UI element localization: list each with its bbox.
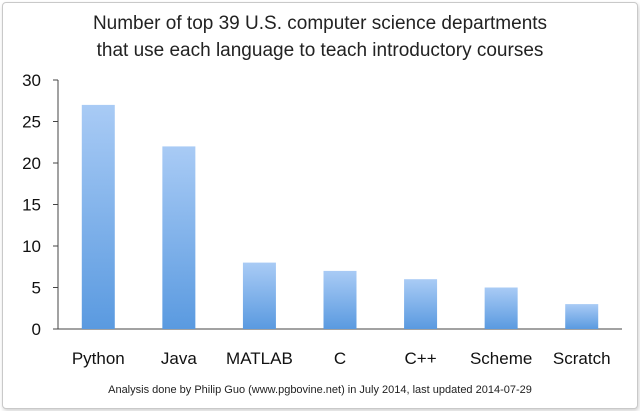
chart-title-line-2: that use each language to teach introduc… bbox=[96, 40, 544, 61]
bar-c bbox=[323, 270, 357, 329]
footnote: Analysis done by Philip Guo (www.pgbovin… bbox=[108, 384, 532, 396]
bar-c bbox=[404, 279, 438, 329]
y-tick-label: 15 bbox=[22, 196, 41, 215]
bar-matlab bbox=[242, 262, 276, 329]
x-category-label: Java bbox=[161, 349, 197, 368]
x-category-label: C++ bbox=[405, 349, 437, 368]
y-tick-label: 10 bbox=[22, 237, 41, 256]
x-category-label: Python bbox=[72, 349, 125, 368]
x-category-label: Scheme bbox=[470, 349, 532, 368]
axes: 0 5 10 15 20 25 30 bbox=[22, 71, 622, 339]
y-tick-label: 30 bbox=[22, 71, 41, 90]
y-tick-label: 5 bbox=[32, 279, 41, 298]
bar-python bbox=[81, 104, 115, 330]
y-tick-label: 0 bbox=[32, 320, 41, 339]
bar-java bbox=[162, 146, 196, 329]
category-labels: Python Java MATLAB C C++ Scheme Scratch bbox=[72, 349, 611, 368]
x-category-label: C bbox=[334, 349, 346, 368]
y-tick-label: 25 bbox=[22, 113, 41, 132]
chart-title-line-1: Number of top 39 U.S. computer science d… bbox=[92, 13, 548, 34]
bar-scheme bbox=[484, 287, 518, 329]
x-category-label: MATLAB bbox=[226, 349, 293, 368]
y-tick-label: 20 bbox=[22, 154, 41, 173]
chart-title: Number of top 39 U.S. computer science d… bbox=[0, 10, 640, 64]
bar-scratch bbox=[565, 304, 599, 329]
bars bbox=[81, 104, 599, 330]
x-category-label: Scratch bbox=[553, 349, 611, 368]
